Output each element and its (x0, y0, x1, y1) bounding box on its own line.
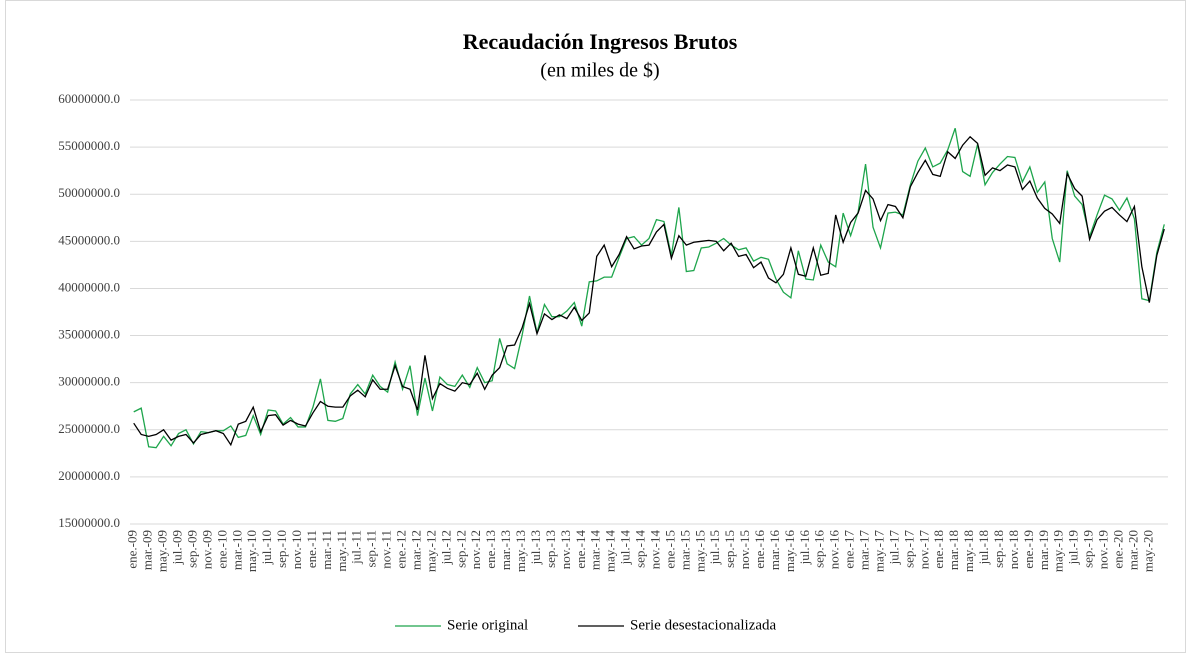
x-tick-label: may.-11 (334, 530, 349, 572)
x-tick-label: mar.-12 (408, 530, 423, 570)
y-tick-label: 20000000.0 (58, 468, 120, 483)
x-tick-label: nov.-10 (289, 530, 304, 569)
x-tick-label: mar.-11 (319, 530, 334, 570)
x-tick-label: mar.-16 (767, 530, 782, 571)
y-tick-label: 15000000.0 (58, 515, 120, 530)
x-tick-label: jul.-14 (618, 530, 633, 566)
y-tick-label: 40000000.0 (58, 279, 120, 294)
x-tick-label: nov.-16 (827, 530, 842, 570)
x-tick-label: mar.-20 (1125, 530, 1140, 570)
x-tick-label: jul.-13 (528, 530, 543, 565)
x-tick-label: may.-09 (155, 530, 170, 572)
x-tick-label: mar.-19 (1036, 530, 1051, 570)
y-tick-label: 45000000.0 (58, 232, 120, 247)
x-tick-label: may.-16 (782, 530, 797, 573)
x-tick-label: mar.-18 (946, 530, 961, 570)
series-line (133, 128, 1165, 449)
x-tick-label: may.-17 (871, 530, 886, 573)
x-tick-label: jul.-16 (797, 530, 812, 566)
x-tick-label: jul.-09 (170, 530, 185, 565)
x-tick-label: mar.-09 (140, 530, 155, 570)
x-tick-label: sep.-12 (453, 530, 468, 568)
x-tick-label: may.-12 (423, 530, 438, 572)
x-tick-label: may.-19 (1051, 530, 1066, 572)
x-tick-label: ene.-18 (931, 530, 946, 569)
x-tick-label: ene.-10 (214, 530, 229, 569)
x-tick-label: may.-20 (1140, 530, 1155, 572)
x-tick-label: sep.-18 (991, 530, 1006, 568)
x-tick-label: ene.-19 (1021, 530, 1036, 569)
x-tick-label: jul.-12 (438, 530, 453, 565)
y-tick-label: 50000000.0 (58, 185, 120, 200)
x-tick-label: nov.-15 (737, 530, 752, 569)
x-tick-label: mar.-10 (229, 530, 244, 570)
x-tick-label: nov.-17 (916, 530, 931, 570)
x-tick-label: ene.-14 (573, 530, 588, 569)
legend-label: Serie original (447, 617, 528, 633)
x-tick-label: sep.-10 (274, 530, 289, 568)
x-tick-label: jul.-18 (976, 530, 991, 565)
x-tick-label: jul.-17 (886, 530, 901, 566)
chart-subtitle: (en miles de $) (540, 60, 659, 82)
y-tick-label: 25000000.0 (58, 421, 120, 436)
x-tick-label: jul.-10 (259, 530, 274, 565)
x-tick-label: ene.-12 (394, 530, 409, 569)
y-tick-label: 35000000.0 (58, 327, 120, 342)
x-tick-label: mar.-13 (498, 530, 513, 570)
x-tick-label: ene.-11 (304, 530, 319, 568)
y-tick-label: 55000000.0 (58, 138, 120, 153)
x-tick-label: may.-15 (692, 530, 707, 572)
x-tick-label: nov.-19 (1096, 530, 1111, 569)
x-tick-label: sep.-11 (364, 530, 379, 567)
x-tick-label: may.-14 (603, 530, 618, 573)
x-tick-label: ene.-09 (125, 530, 140, 569)
x-tick-label: sep.-14 (633, 530, 648, 568)
x-tick-label: ene.-13 (483, 530, 498, 569)
x-tick-label: mar.-17 (857, 530, 872, 571)
x-tick-label: nov.-09 (199, 530, 214, 569)
x-tick-label: nov.-14 (647, 530, 662, 570)
y-tick-label: 30000000.0 (58, 374, 120, 389)
x-tick-label: nov.-13 (558, 530, 573, 569)
x-tick-label: mar.-15 (677, 530, 692, 570)
x-tick-label: ene.-17 (842, 530, 857, 569)
x-tick-label: sep.-19 (1081, 530, 1096, 568)
chart-title: Recaudación Ingresos Brutos (463, 29, 738, 54)
x-tick-label: nov.-11 (379, 530, 394, 569)
x-tick-label: sep.-13 (543, 530, 558, 568)
chart-border (5, 0, 1186, 653)
x-tick-label: jul.-11 (349, 530, 364, 565)
x-tick-label: sep.-17 (901, 530, 916, 568)
x-tick-label: nov.-18 (1006, 530, 1021, 569)
x-tick-label: sep.-09 (184, 530, 199, 568)
x-tick-label: ene.-20 (1110, 530, 1125, 569)
x-tick-label: sep.-15 (722, 530, 737, 568)
x-tick-label: jul.-19 (1066, 530, 1081, 565)
legend-label: Serie desestacionalizada (630, 617, 777, 633)
x-tick-label: mar.-14 (588, 530, 603, 571)
x-tick-label: sep.-16 (812, 530, 827, 568)
x-tick-label: jul.-15 (707, 530, 722, 565)
y-tick-label: 60000000.0 (58, 91, 120, 106)
series-line (133, 135, 1165, 447)
x-tick-label: may.-10 (244, 530, 259, 572)
x-tick-label: may.-18 (961, 530, 976, 572)
x-tick-label: may.-13 (513, 530, 528, 572)
x-tick-label: ene.-15 (662, 530, 677, 569)
x-tick-label: ene.-16 (752, 530, 767, 569)
x-tick-label: nov.-12 (468, 530, 483, 569)
